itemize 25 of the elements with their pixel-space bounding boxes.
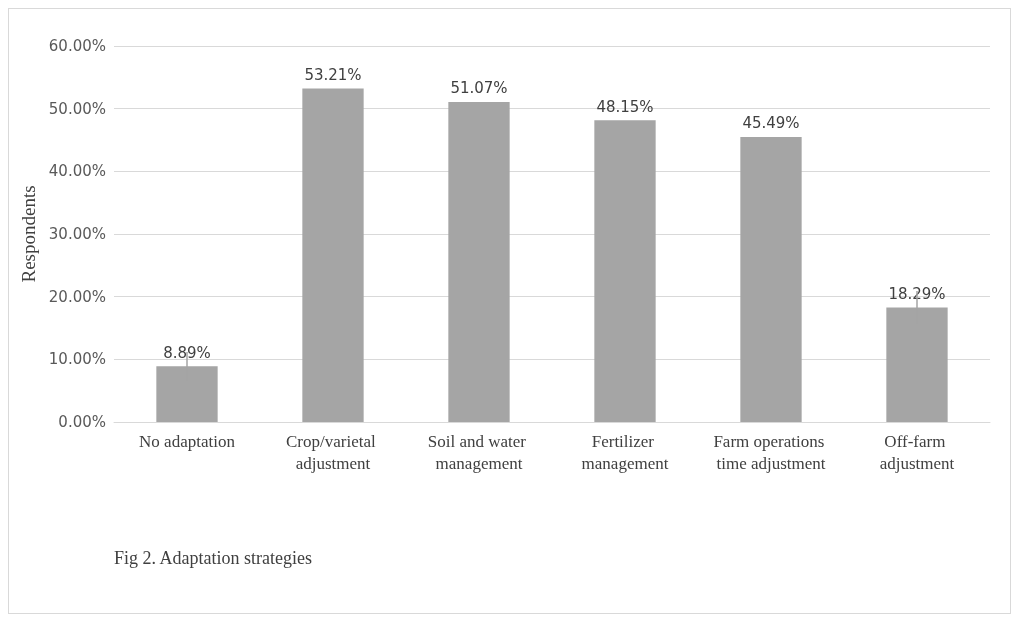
y-tick-label: 60.00% bbox=[48, 37, 106, 55]
data-label: 51.07% bbox=[450, 79, 508, 98]
x-tick-label: Off-farm adjustment bbox=[879, 431, 955, 473]
caption: Fig 2. Adaptation strategies bbox=[114, 548, 312, 568]
bar bbox=[594, 120, 656, 422]
y-tick-label: 50.00% bbox=[48, 99, 106, 118]
data-label: 48.15% bbox=[596, 97, 654, 116]
x-tick-label: Soil and water management bbox=[427, 431, 531, 473]
bar bbox=[740, 136, 802, 422]
y-tick-label: 0.00% bbox=[58, 413, 106, 431]
x-tick-label: Farm operations time adjustment bbox=[713, 431, 829, 473]
data-label: 45.49% bbox=[742, 114, 800, 133]
bar bbox=[302, 88, 364, 422]
y-tick-label: 30.00% bbox=[48, 225, 106, 243]
y-tick-label: 10.00% bbox=[48, 350, 106, 369]
data-label: 8.89% bbox=[163, 343, 211, 362]
x-tick-label: Fertilizer management bbox=[581, 431, 669, 473]
x-tick-label: No adaptation bbox=[139, 431, 236, 451]
y-tick-label: 20.00% bbox=[48, 287, 106, 306]
y-axis-title: Respondents bbox=[17, 185, 39, 283]
data-label: 53.21% bbox=[304, 66, 362, 85]
y-tick-label: 40.00% bbox=[48, 162, 106, 181]
x-tick-label: Crop/varietal adjustment bbox=[286, 431, 380, 473]
bar bbox=[448, 101, 510, 422]
data-label: 18.29% bbox=[888, 284, 946, 303]
